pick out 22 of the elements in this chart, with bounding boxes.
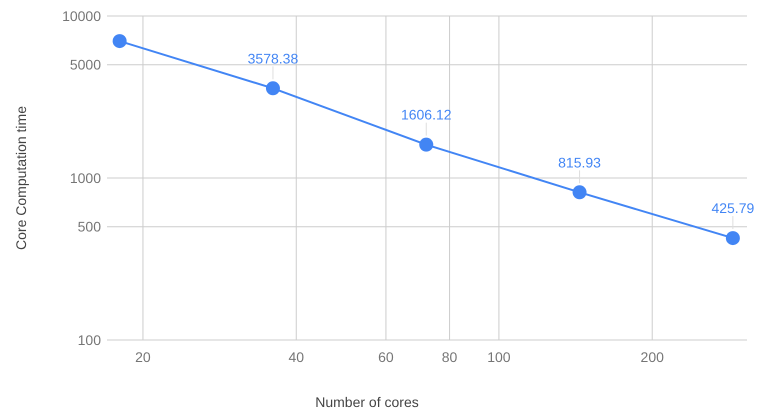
point (572, 185, 587, 200)
point (266, 81, 280, 96)
y-tick-label: 100 (78, 332, 102, 348)
x-tick-label: 80 (442, 349, 458, 365)
point (726, 231, 740, 246)
data-label: 1606.12 (400, 106, 452, 123)
point (419, 138, 434, 152)
y-axis-title: Core Computation time (13, 106, 29, 250)
x-tick-label: 200 (640, 349, 664, 365)
x-tick-label: 100 (487, 349, 511, 365)
data-label: 3578.38 (248, 50, 298, 66)
point (112, 34, 127, 48)
x-tick-label: 20 (135, 349, 151, 365)
y-tick-label: 1000 (70, 170, 102, 186)
x-tick-label: 40 (288, 349, 304, 365)
data-label: 425.79 (711, 200, 754, 216)
x-axis-title: Number of cores (315, 394, 419, 410)
y-tick-label: 5000 (70, 56, 102, 73)
y-tick-label: 10000 (62, 8, 102, 24)
y-tick-label: 500 (78, 218, 102, 235)
data-label: 815.93 (558, 154, 602, 170)
x-tick-label: 60 (378, 349, 394, 365)
